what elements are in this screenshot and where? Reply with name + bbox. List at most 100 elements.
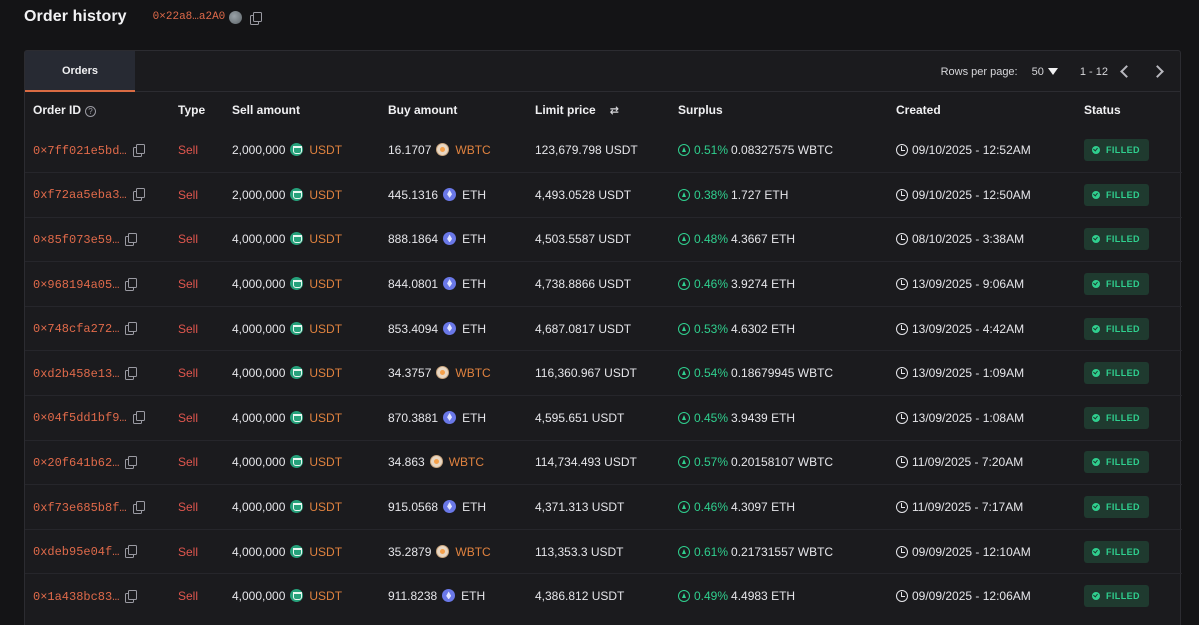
status-cell: FILLED [1084,128,1182,173]
copy-icon[interactable] [125,232,138,246]
buy-token-symbol[interactable]: ETH [462,321,487,336]
order-id-link[interactable]: 0×04f5dd1bf9… [33,411,127,426]
buy-token-symbol[interactable]: ETH [462,500,487,515]
sell-token-symbol[interactable]: USDT [309,366,343,381]
sell-token-symbol[interactable]: USDT [309,455,343,470]
surplus-percent: 0.54% [694,366,729,381]
tab-orders[interactable]: Orders [25,51,135,92]
copy-icon[interactable] [132,411,145,425]
page-title: Order history [24,8,127,25]
sell-token-symbol[interactable]: USDT [309,143,343,158]
usdt-token-icon [290,187,304,201]
created-cell: 11/09/2025 - 7:20AM [896,439,1084,485]
sell-token-symbol[interactable]: USDT [309,277,343,292]
status-label: FILLED [1106,502,1140,513]
limit-price-cell: 113,353.3 USDT [535,528,678,574]
table-row[interactable]: 0×968194a05… Sell 4,000,000 USDT 844.0801 ETH… [25,261,1182,307]
status-label: FILLED [1106,145,1140,156]
order-id-link[interactable]: 0xdeb95e04f… [33,545,120,560]
table-row[interactable]: 0xf73e685b8f… Sell 4,000,000 USDT 915.0568 ET… [25,484,1182,530]
copy-icon[interactable] [125,589,138,603]
order-type: Sell [178,143,199,158]
buy-token-symbol[interactable]: WBTC [448,455,485,470]
table-row[interactable]: 0×20f641b62… Sell 4,000,000 USDT 34.863 WBTC 1… [25,439,1182,485]
clock-icon [896,545,908,558]
order-id-link[interactable]: 0xf72aa5eba3… [33,188,127,203]
buy-token-symbol[interactable]: ETH [462,410,487,425]
table-row[interactable]: 0×85f073e59… Sell 4,000,000 USDT 888.1864 ETH… [25,216,1182,262]
buy-token-symbol[interactable]: WBTC [455,544,491,559]
table-row[interactable]: 0xdeb95e04f… Sell 4,000,000 USDT 35.2879 WBTC… [25,528,1182,574]
table-row[interactable]: 0xd2b458e13… Sell 4,000,000 USDT 34.3757 WBTC… [25,350,1182,396]
copy-icon[interactable] [125,455,138,469]
copy-icon[interactable] [125,366,138,380]
surplus-percent: 0.46% [694,500,729,515]
order-id-link[interactable]: 0×85f073e59… [33,232,120,247]
check-circle-icon [1092,547,1100,556]
order-id-cell: 0×85f073e59… [25,216,178,262]
orders-table-body: 0×7ff021e5bd… Sell 2,000,000 USDT 16.1707 WBT… [25,128,1182,619]
buy-amount-cell: 870.3881 ETH [388,395,535,441]
buy-token-symbol[interactable]: WBTC [455,143,491,158]
order-id-link[interactable]: 0×1a438bc83… [33,589,120,604]
order-id-link[interactable]: 0xd2b458e13… [33,366,120,381]
copy-icon[interactable] [125,545,138,559]
sell-token-symbol[interactable]: USDT [309,187,343,202]
sell-amount-cell: 2,000,000 USDT [232,172,388,218]
order-id-link[interactable]: 0xf73e685b8f… [33,500,127,515]
wallet-address[interactable]: 0×22a8…a2A0 [152,11,226,23]
buy-token-symbol[interactable]: ETH [462,232,487,247]
rows-per-page-select[interactable]: 50 [1032,66,1058,78]
table-row[interactable]: 0×1a438bc83… Sell 4,000,000 USDT 911.8238 ETH… [25,573,1182,619]
limit-price: 116,360.967 USDT [535,366,637,381]
chevron-left-icon[interactable] [1120,65,1133,78]
surplus-amount: 4.3097 ETH [731,500,796,515]
surplus-amount: 4.6302 ETH [731,321,796,336]
copy-icon[interactable] [132,500,145,514]
order-type: Sell [178,366,199,381]
buy-token-symbol[interactable]: ETH [462,277,487,292]
sell-token-symbol[interactable]: USDT [309,500,343,515]
buy-token-symbol[interactable]: WBTC [455,366,491,381]
chevron-right-icon[interactable] [1151,65,1164,78]
arrow-up-circle-icon [678,144,690,157]
swap-icon[interactable]: ⇄ [609,105,619,117]
order-id-link[interactable]: 0×748cfa272… [33,322,120,337]
order-id-link[interactable]: 0×968194a05… [33,277,120,292]
order-type-cell: Sell [178,528,232,574]
created-cell: 09/09/2025 - 12:10AM [896,528,1084,574]
limit-price-cell: 4,371.313 USDT [535,484,678,530]
status-label: FILLED [1106,234,1140,245]
order-id-link[interactable]: 0×7ff021e5bd… [33,143,127,158]
sell-amount: 4,000,000 [232,455,286,470]
order-type: Sell [178,187,199,202]
table-row[interactable]: 0×748cfa272… Sell 4,000,000 USDT 853.4094 ETH… [25,305,1182,351]
sell-amount-cell: 4,000,000 USDT [232,439,388,485]
table-row[interactable]: 0×7ff021e5bd… Sell 2,000,000 USDT 16.1707 WBT… [25,128,1182,173]
table-row[interactable]: 0xf72aa5eba3… Sell 2,000,000 USDT 445.1316 ET… [25,172,1182,218]
order-id-link[interactable]: 0×20f641b62… [33,455,120,470]
buy-token-symbol[interactable]: ETH [462,187,487,202]
sell-token-symbol[interactable]: USDT [309,232,343,247]
copy-icon[interactable] [125,322,138,336]
sell-token-symbol[interactable]: USDT [309,321,343,336]
copy-address-icon[interactable] [250,11,263,25]
table-row[interactable]: 0×04f5dd1bf9… Sell 4,000,000 USDT 870.3881 ET… [25,395,1182,441]
sell-amount: 4,000,000 [232,500,286,515]
help-icon[interactable]: ? [85,106,97,117]
copy-icon[interactable] [132,143,145,157]
buy-amount: 915.0568 [388,500,439,515]
created-cell: 11/09/2025 - 7:17AM [896,484,1084,530]
buy-token-symbol[interactable]: ETH [461,589,486,604]
sell-amount-cell: 4,000,000 USDT [232,484,388,530]
created-date: 09/09/2025 - 12:10AM [912,544,1031,559]
copy-icon[interactable] [125,277,138,291]
sell-token-symbol[interactable]: USDT [309,410,343,425]
limit-price-cell: 4,738.8866 USDT [535,261,678,307]
eth-token-icon [443,187,457,201]
buy-amount: 911.8238 [388,589,438,604]
buy-amount-cell: 445.1316 ETH [388,172,535,218]
sell-token-symbol[interactable]: USDT [309,589,343,604]
copy-icon[interactable] [132,188,145,202]
sell-token-symbol[interactable]: USDT [309,544,343,559]
